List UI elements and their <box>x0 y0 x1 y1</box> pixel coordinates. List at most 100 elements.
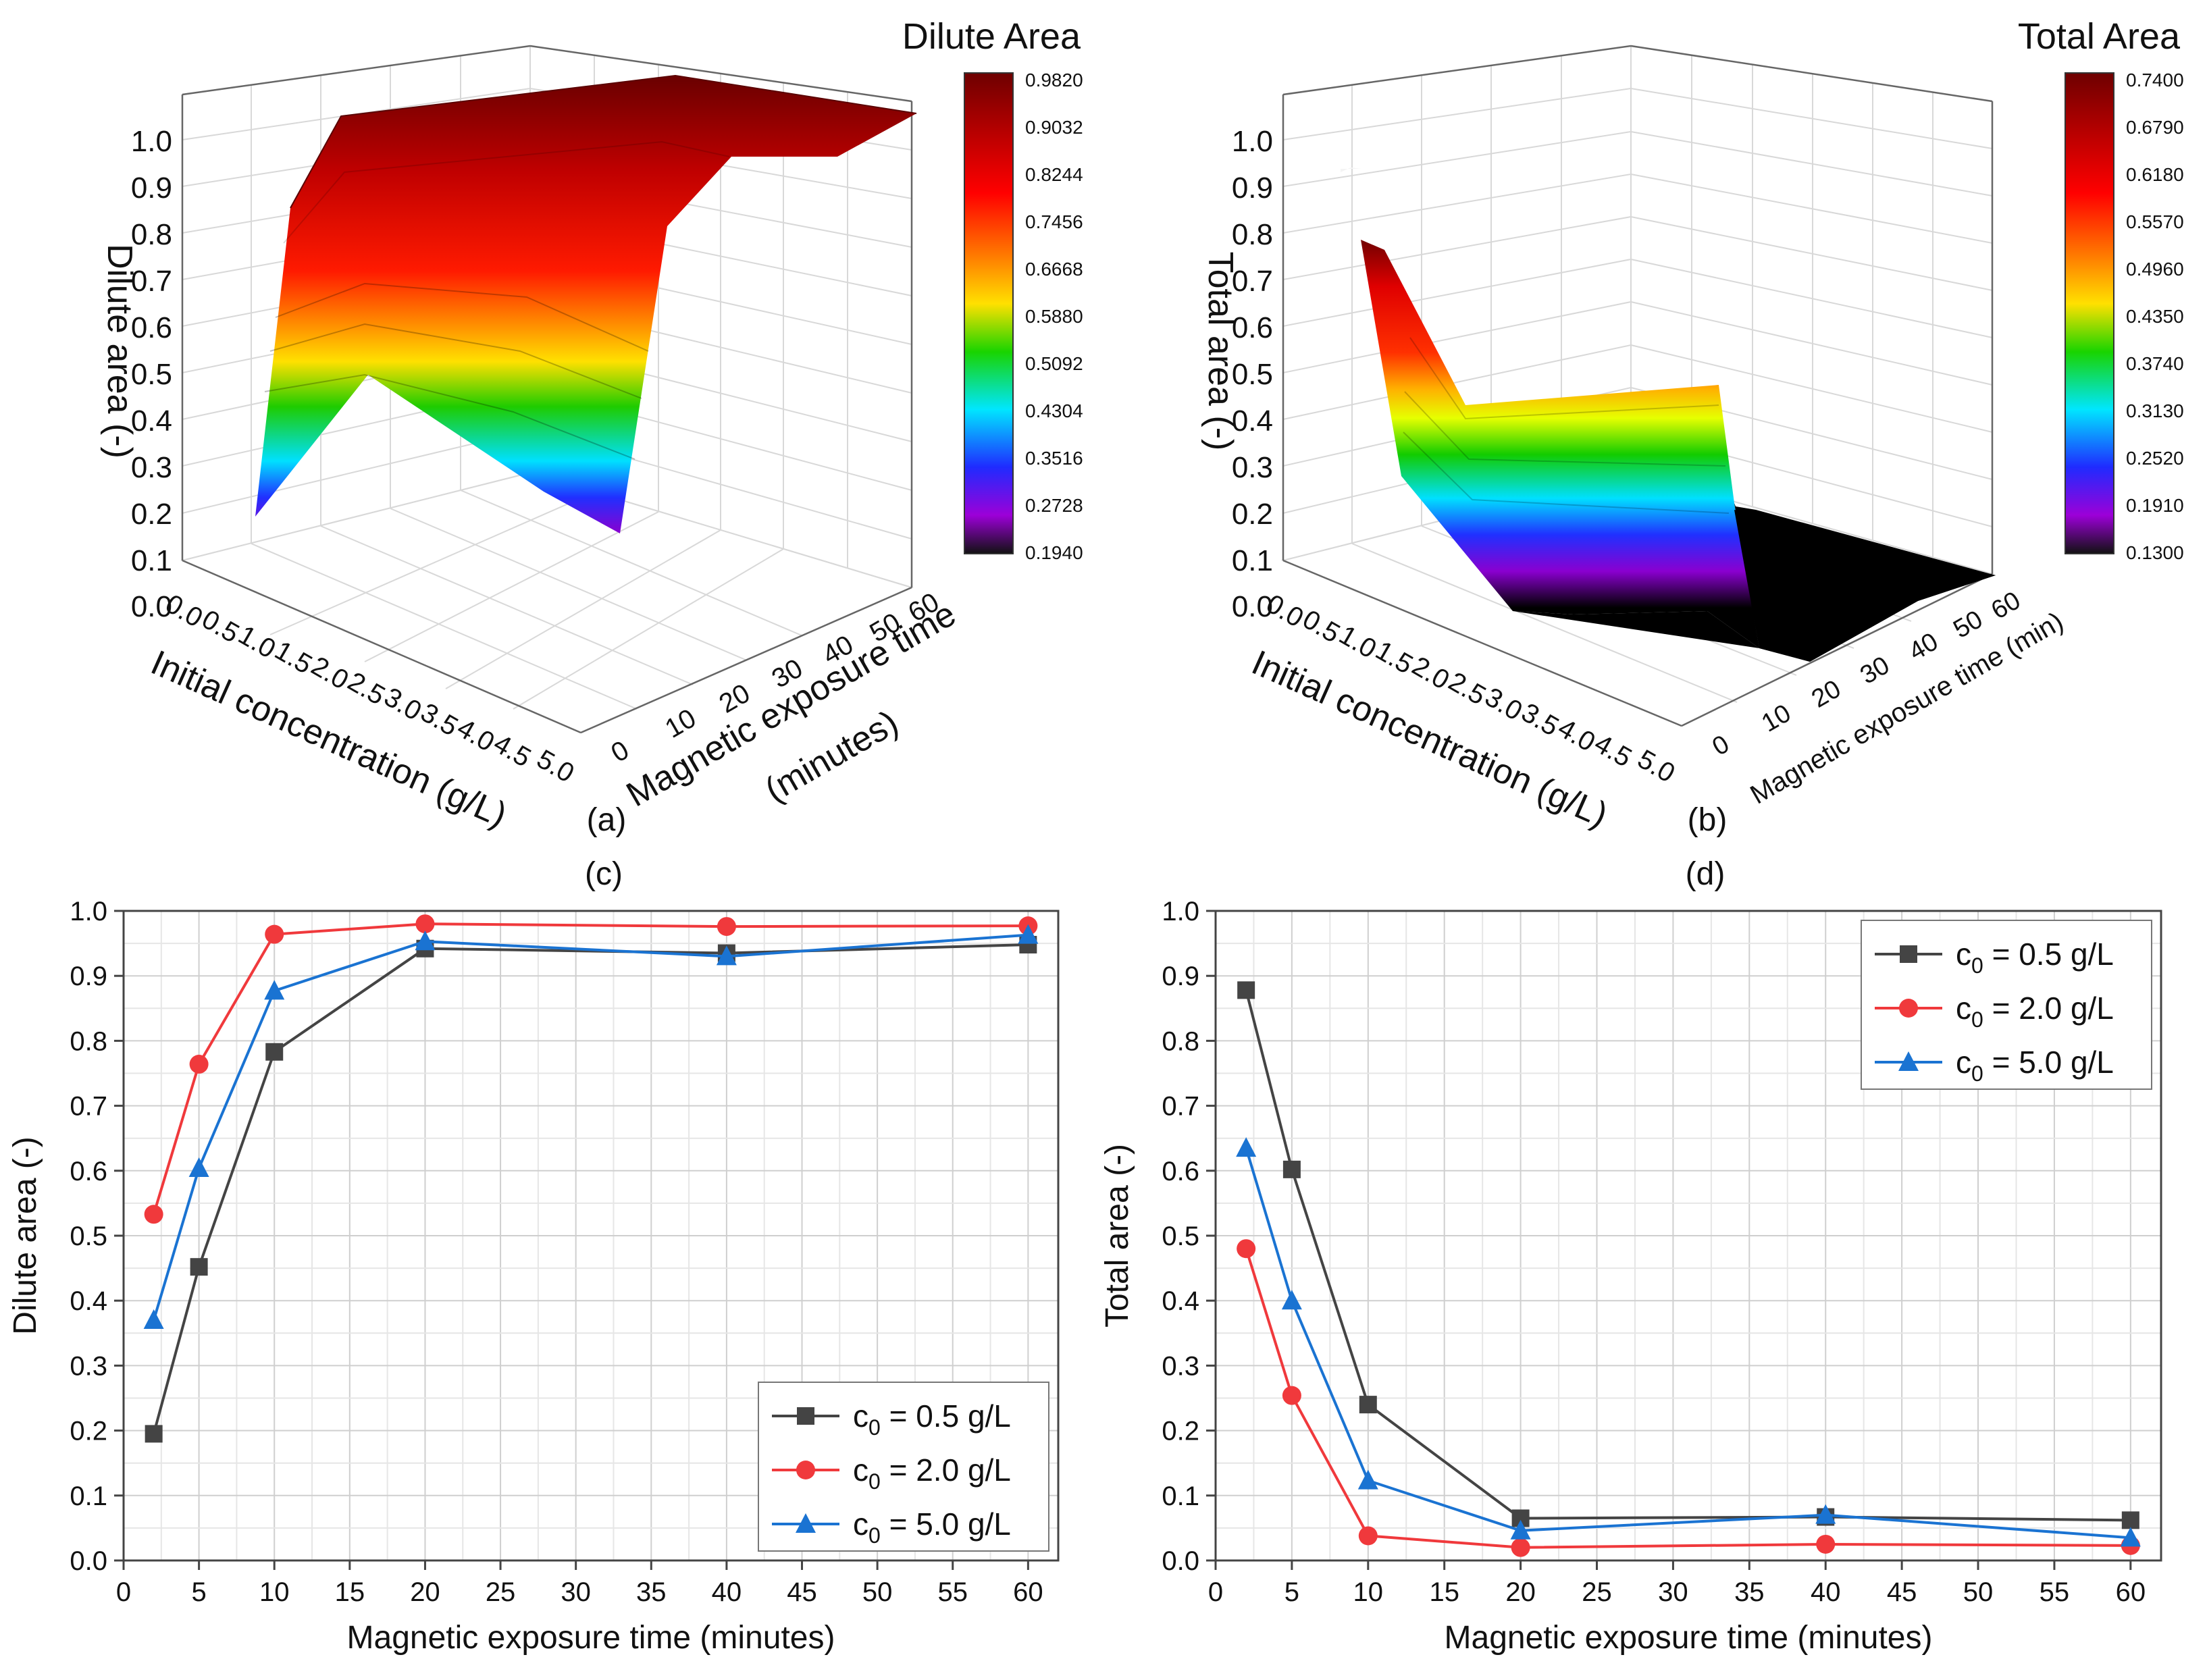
panel-a-z-tick: 0.3 <box>131 451 172 484</box>
panel-b-colorbar-ticks: 0.7400 0.6790 0.6180 0.5570 0.4960 0.435… <box>2126 70 2184 563</box>
panel-a-cbar-tick: 0.8244 <box>1025 164 1083 185</box>
panel-a-z-tick: 0.0 <box>131 590 172 623</box>
panel-d-x-tick: 45 <box>1887 1577 1917 1607</box>
panel-d-y-tick: 0.5 <box>1162 1222 1199 1251</box>
panel-c-x-tick: 0 <box>116 1577 131 1607</box>
panel-c-legend-label: c0 = 5.0 g/L <box>853 1506 1011 1548</box>
panel-b-colorbar <box>2065 72 2114 554</box>
panel-c-y-tick: 0.5 <box>70 1222 107 1251</box>
panel-a-colorbar <box>964 72 1014 554</box>
panel-c-data-point <box>415 914 435 934</box>
panel-c-x-tick: 40 <box>712 1577 742 1607</box>
panel-c-y-tick: 0.6 <box>70 1157 107 1186</box>
panel-c-series-line <box>152 933 1029 1321</box>
panel-c-x-tick: 5 <box>191 1577 206 1607</box>
panel-a-z-tick: 0.6 <box>131 311 172 344</box>
panel-d-legend: c0 = 0.5 g/L c0 = 2.0 g/L c0 = 5.0 g/L <box>1861 920 2152 1090</box>
panel-c-x-tick: 50 <box>862 1577 893 1607</box>
panel-d-y-tick: 0.4 <box>1162 1286 1199 1316</box>
panel-c-data-point <box>189 1055 209 1074</box>
panel-b-cbar-tick: 0.4960 <box>2126 259 2184 280</box>
panel-c-x-tick: 20 <box>410 1577 440 1607</box>
panel-c-x-tick: 15 <box>335 1577 365 1607</box>
panel-b-z-ticks: 0.0 0.1 0.2 0.3 0.4 0.5 0.6 0.7 0.8 0.9 … <box>1232 125 1273 623</box>
panel-d-data-point <box>1357 1469 1378 1490</box>
panel-c-data-point <box>143 1309 164 1330</box>
panel-b-cbar-tick: 0.3130 <box>2126 400 2184 421</box>
panel-b: 0.0 0.1 0.2 0.3 0.4 0.5 0.6 0.7 0.8 0.9 … <box>1201 16 2184 838</box>
panel-d-x-tick: 20 <box>1505 1577 1536 1607</box>
panel-b-z-tick: 0.1 <box>1232 544 1273 577</box>
panel-c-x-tick: 30 <box>561 1577 591 1607</box>
panel-b-cbar-tick: 0.6790 <box>2126 117 2184 138</box>
panel-a-x-axis <box>182 559 581 734</box>
panel-a-z-tick: 0.2 <box>131 498 172 531</box>
panel-c-data-point <box>716 945 737 966</box>
panel-c-data-point <box>144 1205 163 1224</box>
panel-d-y-tick: 1.0 <box>1162 897 1199 926</box>
panel-a-cbar-tick: 0.9820 <box>1025 70 1083 90</box>
panel-a-z-tick: 0.8 <box>131 218 172 251</box>
panel-d-x-tick: 25 <box>1582 1577 1612 1607</box>
panel-b-z-tick: 0.7 <box>1232 265 1273 298</box>
panel-d-y-tick: 0.8 <box>1162 1026 1199 1056</box>
panel-c-y-tick: 0.9 <box>70 962 107 991</box>
panel-b-y-tick: 50 <box>1949 605 1988 644</box>
panel-d-y-tick: 0.2 <box>1162 1417 1199 1446</box>
panel-d-x-tick: 40 <box>1811 1577 1841 1607</box>
panel-c-series-line <box>152 943 1029 1434</box>
panel-a-cbar-tick: 0.6668 <box>1025 259 1083 280</box>
panel-c-y-tick: 0.1 <box>70 1481 107 1511</box>
panel-c-x-tick: 45 <box>787 1577 817 1607</box>
panel-b-cbar-tick: 0.7400 <box>2126 70 2184 90</box>
panel-a-y-axis <box>580 586 912 734</box>
panel-b-cbar-tick: 0.4350 <box>2126 306 2184 327</box>
panel-d-series-line <box>1245 1248 2131 1549</box>
panel-a-cbar-tick: 0.2728 <box>1025 495 1083 516</box>
panel-c-y-tick: 0.8 <box>70 1026 107 1056</box>
panel-c-series-line <box>152 922 1029 1215</box>
panel-a-y-tick: 0 <box>606 735 634 768</box>
panel-d-y-tick: 0.1 <box>1162 1481 1199 1511</box>
panel-c-legend-label: c0 = 2.0 g/L <box>853 1452 1011 1494</box>
panel-d-x-label: Magnetic exposure time (minutes) <box>1445 1620 1933 1656</box>
panel-d-x-tick: 15 <box>1429 1577 1459 1607</box>
panel-d-data-point <box>2121 1511 2139 1529</box>
panel-d-y-tick: 0.3 <box>1162 1351 1199 1381</box>
panel-a: 0.0 0.1 0.2 0.3 0.4 0.5 0.6 0.7 0.8 0.9 … <box>100 16 1083 838</box>
panel-a-z-ticks: 0.0 0.1 0.2 0.3 0.4 0.5 0.6 0.7 0.8 0.9 … <box>131 125 172 623</box>
panel-c-series-2 <box>143 924 1039 1330</box>
panel-a-cbar-tick: 0.1940 <box>1025 542 1083 563</box>
panel-d-y-tick: 0.6 <box>1162 1157 1199 1186</box>
panel-a-z-tick: 0.4 <box>131 404 172 438</box>
panel-d-series-line <box>1245 1147 2131 1540</box>
panel-c-legend-label: c0 = 0.5 g/L <box>853 1398 1011 1440</box>
panel-a-cbar-tick: 0.4304 <box>1025 400 1083 421</box>
panel-a-z-tick: 0.9 <box>131 172 172 205</box>
panel-b-y-tick: 10 <box>1757 699 1796 738</box>
panel-c-legend-marker <box>797 1407 814 1425</box>
panel-b-x-axis <box>1282 559 1682 727</box>
panel-c-y-tick: 0.0 <box>70 1546 107 1576</box>
panel-b-z-tick: 0.9 <box>1232 172 1273 205</box>
panel-a-cbar-tick: 0.5092 <box>1025 353 1083 374</box>
panel-d-data-point <box>1236 1137 1257 1157</box>
panel-d-data-point <box>1816 1534 1836 1554</box>
panel-c-x-label: Magnetic exposure time (minutes) <box>347 1620 835 1656</box>
panel-d-y-tick: 0.0 <box>1162 1546 1199 1576</box>
panel-a-cbar-tick: 0.9032 <box>1025 117 1083 138</box>
panel-c-legend-marker <box>796 1513 816 1533</box>
panel-d-legend-marker <box>1899 999 1918 1018</box>
panel-b-y-tick: 40 <box>1904 627 1944 666</box>
panel-c-y-tick: 1.0 <box>70 897 107 926</box>
panel-d-legend-label: c0 = 5.0 g/L <box>1956 1045 2114 1086</box>
panel-d-x-tick: 5 <box>1284 1577 1299 1607</box>
panel-d-legend-label: c0 = 0.5 g/L <box>1956 937 2114 978</box>
panel-a-colorbar-ticks: 0.9820 0.9032 0.8244 0.7456 0.6668 0.588… <box>1025 70 1083 563</box>
panel-d-data-point <box>1511 1538 1530 1557</box>
panel-d-data-point <box>1281 1290 1302 1310</box>
panel-d-data-point <box>1359 1396 1377 1414</box>
panel-c-y-tick: 0.3 <box>70 1351 107 1381</box>
panel-d-y-tick: 0.7 <box>1162 1092 1199 1122</box>
